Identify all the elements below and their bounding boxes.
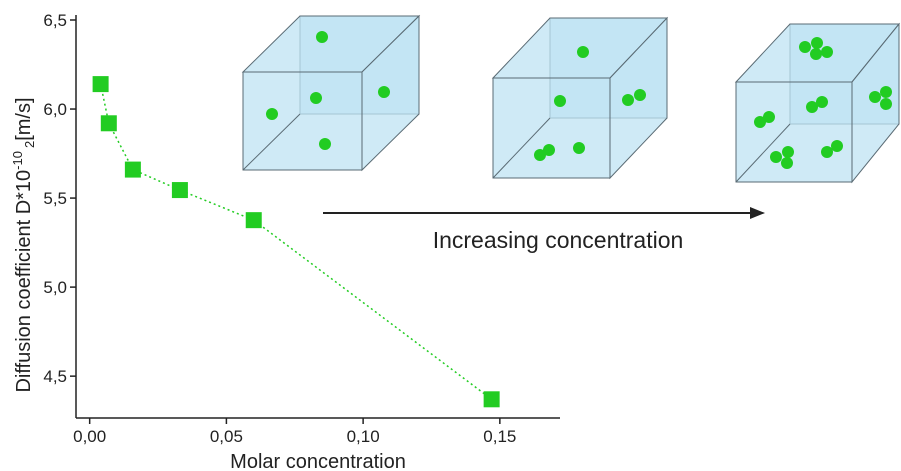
marker — [125, 162, 141, 178]
chart: Increasing concentration Molar concentra… — [0, 0, 901, 471]
y-tick-label: 5,5 — [43, 189, 67, 208]
particle — [266, 108, 278, 120]
annotation: Increasing concentration — [433, 227, 684, 253]
particle — [781, 157, 793, 169]
cube-front — [243, 72, 362, 170]
marker — [101, 115, 117, 131]
particle — [634, 89, 646, 101]
y-tick-label: 5,0 — [43, 278, 67, 297]
particle — [310, 92, 322, 104]
particle — [378, 86, 390, 98]
particle — [770, 151, 782, 163]
y-tick-label: 6,5 — [43, 11, 67, 30]
y-axis-label: Diffusion coefficient D*10-10 2[m/s] — [10, 97, 37, 392]
x-tick-label: 0,00 — [73, 427, 106, 446]
cube — [736, 24, 899, 182]
particle — [811, 37, 823, 49]
particle — [880, 86, 892, 98]
marker — [484, 391, 500, 407]
y-axis-label-sub: 2 — [22, 141, 37, 148]
x-tick-label: 0,15 — [483, 427, 516, 446]
cube-front — [493, 78, 610, 178]
particle — [810, 48, 822, 60]
x-tick-label: 0,10 — [347, 427, 380, 446]
cube — [493, 18, 667, 178]
marker — [172, 182, 188, 198]
particle — [821, 146, 833, 158]
particle — [799, 41, 811, 53]
particle — [577, 46, 589, 58]
particle — [816, 96, 828, 108]
marker — [246, 212, 262, 228]
x-tick-label: 0,05 — [210, 427, 243, 446]
particle — [573, 142, 585, 154]
particle — [543, 144, 555, 156]
particle — [831, 140, 843, 152]
particle — [869, 91, 881, 103]
y-axis-label-sup: -10 — [10, 151, 25, 170]
particle — [319, 138, 331, 150]
arrow-head — [750, 207, 765, 219]
particle — [554, 95, 566, 107]
particle — [316, 31, 328, 43]
particle — [622, 94, 634, 106]
y-axis-label-text: Diffusion coefficient D*10 — [13, 170, 35, 393]
cube — [243, 16, 419, 170]
x-axis-label: Molar concentration — [230, 451, 406, 471]
y-tick-label: 6,0 — [43, 100, 67, 119]
marker — [93, 76, 109, 92]
particle — [782, 146, 794, 158]
y-axis-label-unit: [m/s] — [13, 97, 35, 140]
cube-front — [736, 82, 852, 182]
particle — [821, 46, 833, 58]
y-tick-label: 4,5 — [43, 367, 67, 386]
particle — [880, 98, 892, 110]
particle — [763, 111, 775, 123]
